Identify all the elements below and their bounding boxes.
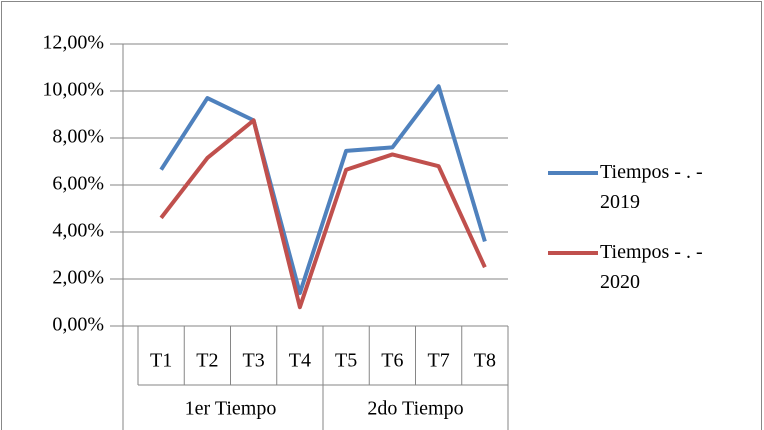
data-line	[159, 118, 487, 310]
legend-label-line: Tiempos - . -	[600, 161, 703, 183]
x-tick-label: T6	[381, 350, 403, 372]
y-tick-label: 10,00%	[42, 79, 104, 101]
y-tick-label: 12,00%	[42, 32, 104, 54]
x-tick-label: T5	[335, 350, 357, 372]
y-tick-label: 4,00%	[52, 220, 104, 242]
legend-label: Tiempos - . - 2020	[600, 241, 703, 293]
y-tick-label: 0,00%	[52, 314, 104, 336]
legend-label-line: 2020	[600, 271, 640, 293]
y-tick-label: 8,00%	[52, 126, 104, 148]
legend-label: Tiempos - . - 2019	[600, 161, 703, 213]
legend-label-line: Tiempos - . -	[600, 241, 703, 263]
x-tick-label: T8	[474, 350, 496, 372]
data-line	[159, 84, 487, 296]
legend-label-line: 2019	[600, 191, 640, 213]
y-tick-label: 2,00%	[52, 267, 104, 289]
x-tick-label: T4	[289, 350, 311, 372]
x-tick-label: T2	[196, 350, 218, 372]
group-label: 2do Tiempo	[367, 398, 463, 420]
x-tick-label: T3	[243, 350, 265, 372]
x-tick-label: T1	[150, 350, 172, 372]
x-tick-label: T7	[428, 350, 450, 372]
y-tick-label: 6,00%	[52, 173, 104, 195]
group-label: 1er Tiempo	[185, 398, 277, 420]
